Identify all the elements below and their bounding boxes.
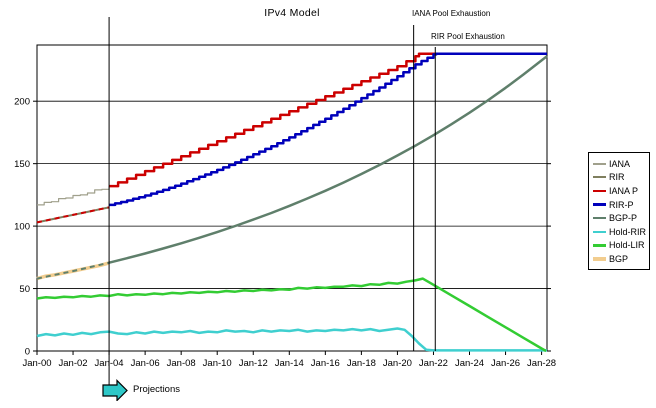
- legend-item: BGP: [593, 252, 646, 266]
- legend-label: Hold-LIR: [609, 240, 645, 251]
- legend-item: Hold-RIR: [593, 225, 646, 239]
- y-tick-label: 50: [19, 284, 30, 295]
- y-tick-label: 200: [14, 97, 30, 108]
- legend-swatch-icon: [593, 189, 606, 193]
- projections-arrow-icon: [102, 379, 128, 401]
- legend-item: IANA P: [593, 184, 646, 198]
- series-line-fit-IANA P: [36, 206, 110, 224]
- rir-pool-exhaustion-label: RIR Pool Exhaustion: [431, 32, 505, 41]
- x-tick-label: Jan-24: [455, 358, 484, 369]
- chart-title: IPv4 Model: [264, 7, 320, 19]
- series-line-fit-BGP-P: [36, 261, 110, 280]
- plot-border: [36, 44, 548, 352]
- x-tick-label: Jan-16: [311, 358, 340, 369]
- y-tick-label: 100: [14, 222, 30, 233]
- y-tick-label: 0: [25, 347, 30, 358]
- legend-item: Hold-LIR: [593, 239, 646, 253]
- series-line-Hold-LIR: [36, 277, 547, 353]
- x-tick-label: Jan-14: [275, 358, 304, 369]
- legend-swatch-icon: [593, 163, 606, 165]
- y-tick-label: 150: [14, 159, 30, 170]
- legend-swatch-icon: [593, 216, 606, 220]
- legend-label: BGP: [609, 253, 629, 264]
- legend-label: Hold-RIR: [609, 226, 647, 237]
- legend-swatch-icon: [593, 244, 606, 247]
- iana-pool-exhaustion-label: IANA Pool Exhaustion: [412, 9, 491, 18]
- series-line-IANA P: [109, 52, 436, 188]
- x-tick-label: Jan-08: [167, 358, 196, 369]
- legend-swatch-icon: [593, 230, 606, 234]
- x-tick-label: Jan-02: [59, 358, 88, 369]
- x-tick-label: Jan-18: [347, 358, 376, 369]
- x-tick-label: Jan-12: [239, 358, 268, 369]
- legend-label: RIR-P: [609, 199, 634, 210]
- legend-label: IANA: [609, 158, 631, 169]
- series-line-RIR-P: [109, 52, 547, 207]
- x-tick-label: Jan-28: [527, 358, 556, 369]
- x-tick-label: Jan-10: [203, 358, 232, 369]
- x-tick-label: Jan-06: [131, 358, 160, 369]
- x-tick-label: Jan-22: [419, 358, 448, 369]
- projections-label: Projections: [133, 383, 180, 395]
- x-tick-label: Jan-20: [383, 358, 412, 369]
- legend-swatch-icon: [593, 176, 606, 179]
- legend-item: BGP-P: [593, 211, 646, 225]
- legend: IANA RIR IANA P RIR-P BGP-P Hold-RIR Hold-LIR B…: [588, 152, 650, 270]
- series-line-IANA: [37, 186, 110, 206]
- legend-label: BGP-P: [609, 213, 638, 224]
- legend-item: RIR-P: [593, 198, 646, 212]
- legend-item: RIR: [593, 171, 646, 185]
- x-tick-label: Jan-26: [491, 358, 520, 369]
- legend-swatch-icon: [593, 257, 606, 261]
- series-line-BGP-P: [108, 55, 548, 264]
- legend-label: RIR: [609, 172, 625, 183]
- x-tick-label: Jan-00: [22, 358, 51, 369]
- legend-item: IANA: [593, 157, 646, 171]
- series-line-Hold-RIR: [36, 327, 547, 352]
- legend-label: IANA P: [609, 185, 639, 196]
- legend-swatch-icon: [593, 203, 606, 206]
- projections-annotation: Projections: [99, 377, 180, 401]
